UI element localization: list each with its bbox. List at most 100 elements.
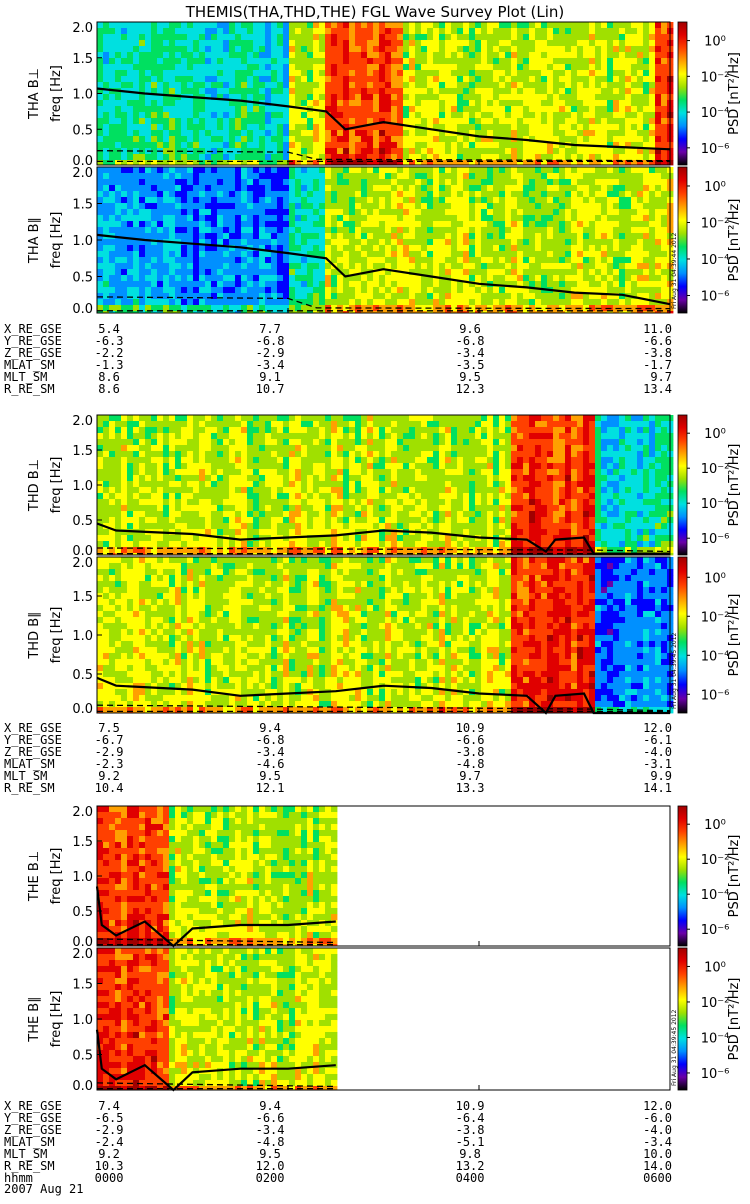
spectrogram-cell	[235, 46, 241, 52]
spectrogram-cell	[205, 233, 211, 239]
spectrogram-cell	[487, 64, 493, 70]
spectrogram-cell	[121, 421, 127, 427]
spectrogram-cell	[133, 269, 139, 275]
spectrogram-cell	[607, 76, 613, 82]
spectrogram-cell	[601, 130, 607, 136]
spectrogram-cell	[157, 197, 163, 203]
spectrogram-cell	[229, 269, 235, 275]
spectrogram-cell	[307, 269, 313, 275]
spectrogram-cell	[553, 34, 559, 40]
spectrogram-cell	[619, 40, 625, 46]
spectrogram-cell	[259, 209, 265, 215]
spectrogram-cell	[109, 167, 115, 173]
spectrogram-cell	[145, 40, 151, 46]
spectrogram-cell	[589, 28, 595, 34]
spectrogram-cell	[451, 185, 457, 191]
spectrogram-cell	[157, 281, 163, 287]
spectrogram-cell	[583, 215, 589, 221]
spectrogram-cell	[559, 191, 565, 197]
spectrogram-cell	[415, 215, 421, 221]
spectrogram-cell	[337, 299, 343, 305]
spectrogram-cell	[133, 112, 139, 118]
spectrogram-cell	[361, 275, 367, 281]
spectrogram-cell	[247, 142, 253, 148]
spectrogram-cell	[583, 167, 589, 173]
spectrogram-cell	[271, 233, 277, 239]
spectrogram-cell	[229, 257, 235, 263]
spectrogram-cell	[433, 94, 439, 100]
spectrogram-cell	[133, 94, 139, 100]
spectrogram-cell	[517, 118, 523, 124]
spectrogram-cell	[415, 275, 421, 281]
spectrogram-cell	[403, 293, 409, 299]
spectrogram-cell	[601, 287, 607, 293]
spectrogram-cell	[187, 124, 193, 130]
spectrogram-cell	[421, 215, 427, 221]
spectrogram-cell	[523, 118, 529, 124]
spectrogram-cell	[355, 173, 361, 179]
spectrogram-cell	[355, 287, 361, 293]
spectrogram-cell	[553, 106, 559, 112]
spectrogram-cell	[421, 112, 427, 118]
spectrogram-cell	[355, 40, 361, 46]
spectrogram-cell	[289, 70, 295, 76]
spectrogram-cell	[397, 88, 403, 94]
spectrogram-cell	[193, 167, 199, 173]
spectrogram-cell	[481, 40, 487, 46]
spectrogram-cell	[637, 28, 643, 34]
spectrogram-cell	[139, 173, 145, 179]
spectrogram-cell	[253, 130, 259, 136]
spectrogram-cell	[499, 130, 505, 136]
spectrogram-cell	[535, 215, 541, 221]
spectrogram-cell	[265, 142, 271, 148]
spectrogram-cell	[661, 281, 667, 287]
spectrogram-cell	[259, 70, 265, 76]
spectrogram-cell	[475, 173, 481, 179]
spectrogram-cell	[121, 136, 127, 142]
spectrogram-cell	[379, 203, 385, 209]
spectrogram-cell	[643, 215, 649, 221]
spectrogram-cell	[451, 209, 457, 215]
spectrogram-cell	[583, 88, 589, 94]
spectrogram-cell	[439, 263, 445, 269]
spectrogram-cell	[643, 124, 649, 130]
spectrogram-cell	[427, 251, 433, 257]
spectrogram-cell	[127, 451, 133, 457]
spectrogram-cell	[643, 52, 649, 58]
spectrogram-cell	[109, 299, 115, 305]
spectrogram-cell	[403, 100, 409, 106]
spectrogram-cell	[565, 227, 571, 233]
spectrogram-cell	[385, 58, 391, 64]
spectrogram-cell	[283, 64, 289, 70]
spectrogram-cell	[133, 197, 139, 203]
spectrogram-cell	[235, 142, 241, 148]
spectrogram-cell	[241, 263, 247, 269]
spectrogram-cell	[289, 233, 295, 239]
spectrogram-cell	[475, 34, 481, 40]
spectrogram-cell	[217, 112, 223, 118]
spectrogram-cell	[163, 191, 169, 197]
spectrogram-cell	[361, 287, 367, 293]
spectrogram-cell	[583, 221, 589, 227]
spectrogram-cell	[499, 28, 505, 34]
spectrogram-cell	[583, 299, 589, 305]
spectrogram-cell	[319, 275, 325, 281]
spectrogram-cell	[295, 185, 301, 191]
spectrogram-cell	[133, 299, 139, 305]
spectrogram-cell	[313, 76, 319, 82]
spectrogram-cell	[97, 421, 103, 427]
spectrogram-cell	[373, 34, 379, 40]
spectrogram-cell	[115, 40, 121, 46]
spectrogram-cell	[115, 463, 121, 469]
spectrogram-cell	[337, 191, 343, 197]
spectrogram-cell	[103, 251, 109, 257]
spectrogram-cell	[469, 58, 475, 64]
y-tick-label: 1.0	[72, 234, 93, 249]
spectrogram-cell	[127, 499, 133, 505]
spectrogram-cell	[589, 299, 595, 305]
spectrogram-cell	[625, 52, 631, 58]
spectrogram-cell	[397, 275, 403, 281]
spectrogram-cell	[313, 136, 319, 142]
spectrogram-cell	[223, 215, 229, 221]
spectrogram-cell	[109, 245, 115, 251]
